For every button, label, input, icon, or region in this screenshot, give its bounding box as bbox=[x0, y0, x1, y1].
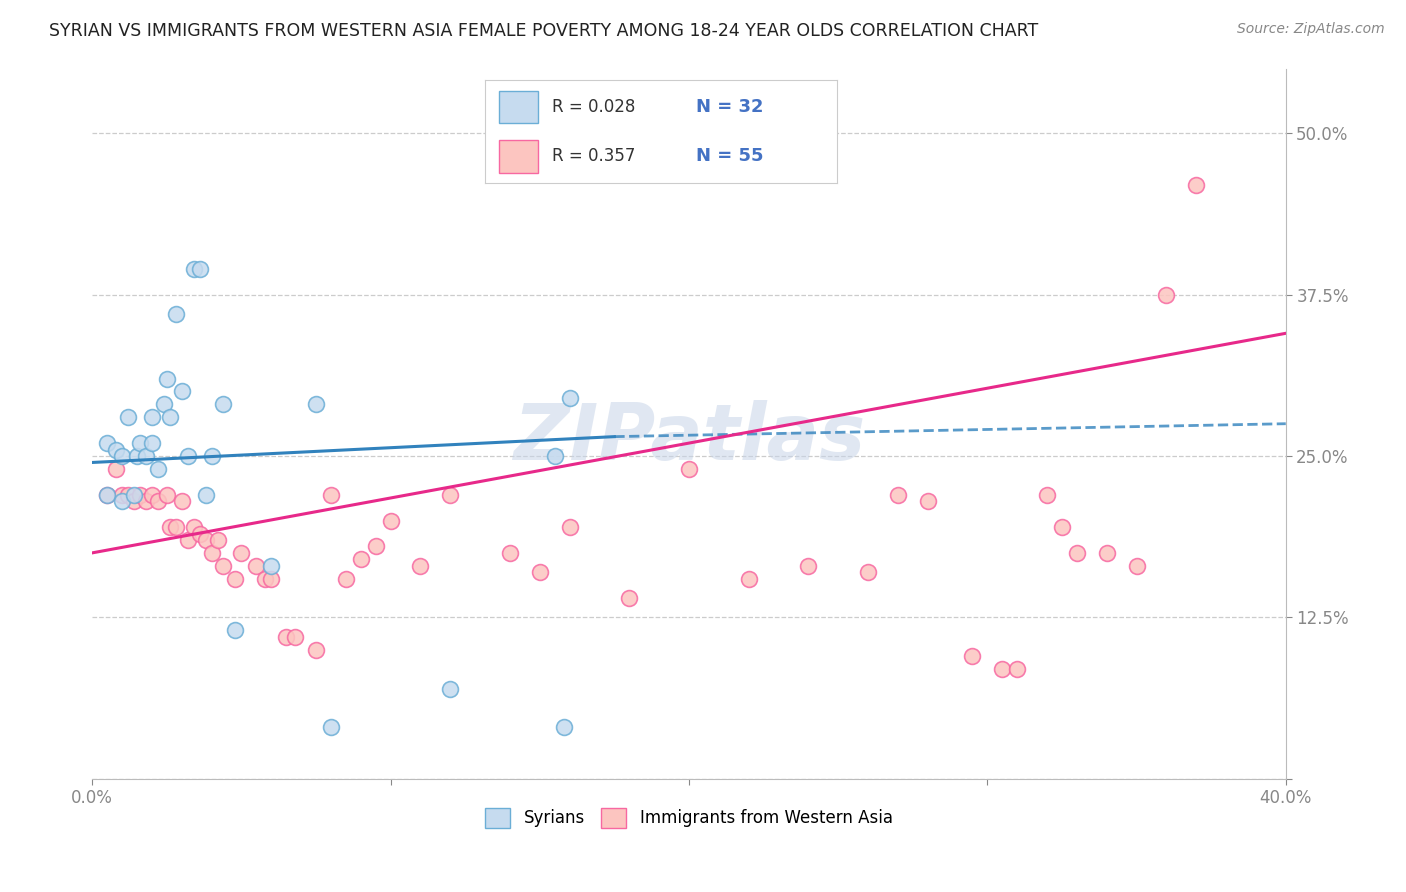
Point bbox=[558, 391, 581, 405]
Point bbox=[364, 540, 387, 554]
Point bbox=[1156, 287, 1178, 301]
Point bbox=[619, 591, 641, 606]
Point bbox=[553, 720, 575, 734]
Point bbox=[678, 462, 700, 476]
Point bbox=[917, 494, 939, 508]
Point bbox=[141, 410, 163, 425]
Text: N = 55: N = 55 bbox=[696, 147, 763, 165]
Point bbox=[188, 526, 211, 541]
Point bbox=[96, 436, 118, 450]
Point bbox=[135, 494, 157, 508]
Point bbox=[141, 488, 163, 502]
Point bbox=[129, 488, 152, 502]
Point bbox=[105, 442, 128, 457]
Point bbox=[737, 572, 759, 586]
Point bbox=[176, 533, 198, 547]
Point bbox=[856, 566, 879, 580]
Point bbox=[439, 488, 461, 502]
Point bbox=[1066, 546, 1088, 560]
Point bbox=[194, 488, 217, 502]
Point bbox=[165, 307, 187, 321]
Point bbox=[284, 630, 307, 644]
Point bbox=[188, 261, 211, 276]
Point bbox=[125, 449, 148, 463]
Point bbox=[117, 488, 139, 502]
Point bbox=[887, 488, 910, 502]
Point bbox=[260, 558, 283, 573]
Point bbox=[212, 558, 235, 573]
Point bbox=[200, 546, 222, 560]
Point bbox=[159, 410, 181, 425]
Point bbox=[1125, 558, 1147, 573]
Point bbox=[156, 371, 179, 385]
Point bbox=[224, 624, 246, 638]
Point bbox=[962, 649, 984, 664]
Point bbox=[146, 494, 169, 508]
Text: R = 0.357: R = 0.357 bbox=[551, 147, 636, 165]
Point bbox=[305, 642, 328, 657]
Point bbox=[245, 558, 267, 573]
Point bbox=[1005, 662, 1028, 676]
Point bbox=[117, 410, 139, 425]
Point bbox=[439, 681, 461, 696]
Point bbox=[231, 546, 253, 560]
Point bbox=[558, 520, 581, 534]
Point bbox=[1036, 488, 1059, 502]
Point bbox=[111, 494, 134, 508]
Bar bbox=[499, 91, 537, 123]
Point bbox=[152, 397, 174, 411]
Text: ZIPatlas: ZIPatlas bbox=[513, 400, 865, 476]
Point bbox=[797, 558, 820, 573]
Point bbox=[122, 494, 145, 508]
Point bbox=[499, 546, 522, 560]
Text: R = 0.028: R = 0.028 bbox=[551, 98, 636, 116]
Point bbox=[111, 488, 134, 502]
Text: SYRIAN VS IMMIGRANTS FROM WESTERN ASIA FEMALE POVERTY AMONG 18-24 YEAR OLDS CORR: SYRIAN VS IMMIGRANTS FROM WESTERN ASIA F… bbox=[49, 22, 1039, 40]
Point bbox=[1050, 520, 1073, 534]
Point bbox=[409, 558, 432, 573]
Point bbox=[135, 449, 157, 463]
Point bbox=[194, 533, 217, 547]
Point bbox=[335, 572, 357, 586]
Point bbox=[146, 462, 169, 476]
Point bbox=[156, 488, 179, 502]
Point bbox=[141, 436, 163, 450]
Text: Source: ZipAtlas.com: Source: ZipAtlas.com bbox=[1237, 22, 1385, 37]
Text: N = 32: N = 32 bbox=[696, 98, 763, 116]
Point bbox=[159, 520, 181, 534]
Point bbox=[380, 514, 402, 528]
Point bbox=[111, 449, 134, 463]
Point bbox=[96, 488, 118, 502]
Point bbox=[207, 533, 229, 547]
Point bbox=[529, 566, 551, 580]
Point bbox=[991, 662, 1014, 676]
Point bbox=[170, 384, 193, 399]
Point bbox=[105, 462, 128, 476]
Point bbox=[183, 520, 205, 534]
Point bbox=[319, 720, 342, 734]
Point bbox=[1185, 178, 1208, 192]
Point bbox=[319, 488, 342, 502]
Point bbox=[305, 397, 328, 411]
Point bbox=[224, 572, 246, 586]
Point bbox=[165, 520, 187, 534]
Bar bbox=[499, 140, 537, 173]
Point bbox=[544, 449, 567, 463]
Point bbox=[170, 494, 193, 508]
Point bbox=[96, 488, 118, 502]
Point bbox=[212, 397, 235, 411]
Point bbox=[254, 572, 277, 586]
Point bbox=[122, 488, 145, 502]
Point bbox=[260, 572, 283, 586]
Point bbox=[276, 630, 298, 644]
Point bbox=[129, 436, 152, 450]
Point bbox=[183, 261, 205, 276]
Legend: Syrians, Immigrants from Western Asia: Syrians, Immigrants from Western Asia bbox=[478, 801, 900, 835]
Point bbox=[176, 449, 198, 463]
Point bbox=[200, 449, 222, 463]
Point bbox=[350, 552, 373, 566]
Point bbox=[1095, 546, 1118, 560]
